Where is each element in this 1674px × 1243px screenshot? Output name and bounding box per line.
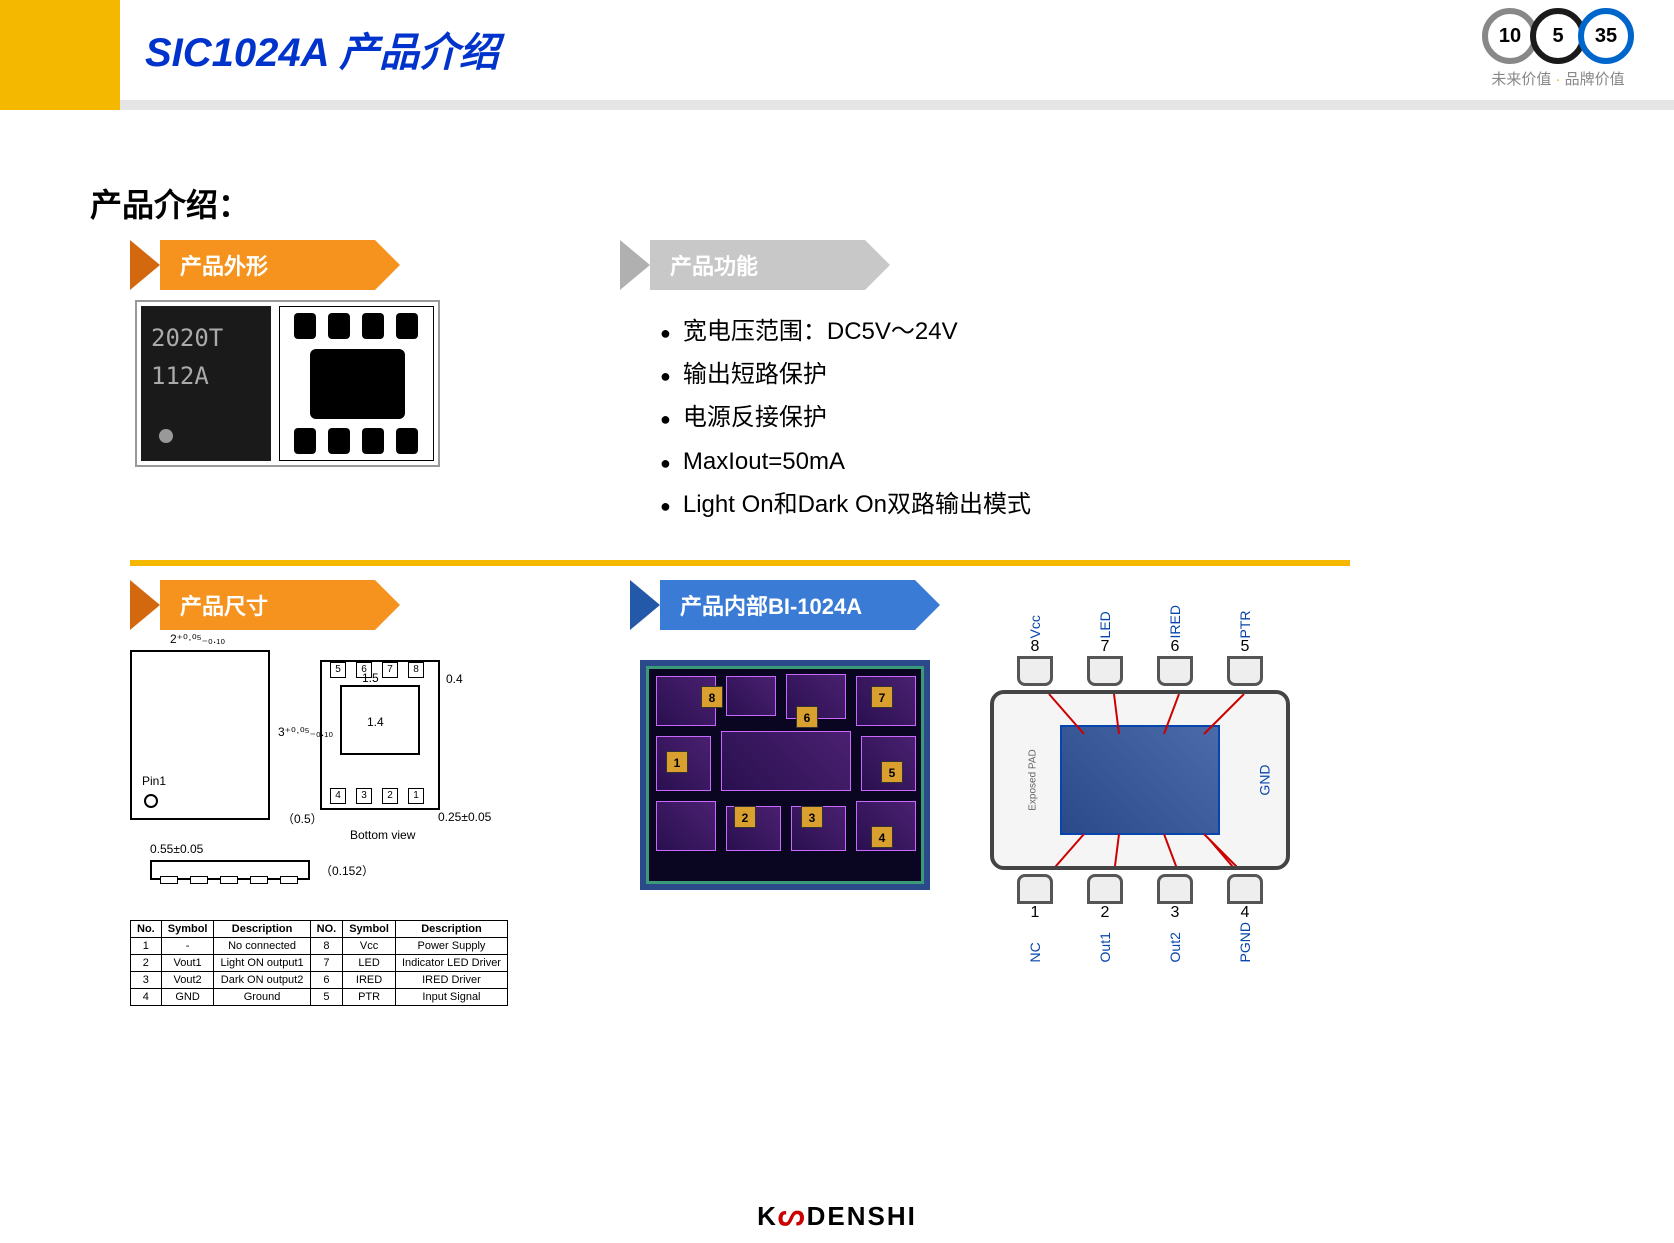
table-row: 2Vout1Light ON output17LEDIndicator LED …	[131, 955, 508, 972]
exposed-pad-rect: 1.5 1.4	[340, 685, 420, 755]
pinout-top-pads	[970, 656, 1310, 686]
die-num: 8	[701, 686, 723, 708]
die-num: 1	[666, 751, 688, 773]
feature-item: MaxIout=50mA	[660, 440, 1031, 483]
die-num: 6	[796, 706, 818, 728]
top-outline: Pin1	[130, 650, 270, 820]
die-num: 2	[734, 806, 756, 828]
dimension-drawings: 2⁺⁰·⁰⁵₋₀.₁₀ Pin1 3⁺⁰·⁰⁵₋₀.₁₀ 1.5 1.4 5 6…	[130, 650, 610, 1006]
feature-item: 宽电压范围：DC5V～24V	[660, 310, 1031, 353]
table-row: 3Vout2Dark ON output26IREDIRED Driver	[131, 972, 508, 989]
logo-tagline: 未来价值 · 品牌价值	[1482, 68, 1634, 89]
die-num: 3	[801, 806, 823, 828]
bottom-outline: 1.5 1.4 5 6 7 8 4 3 2 1 0.4 （0.5） 0.25±0…	[310, 650, 460, 820]
pinout-top-nums: 8 7 6 5	[970, 638, 1310, 656]
brand-logo: 10 5 35 未来价值 · 品牌价值	[1482, 8, 1634, 89]
swirl-icon: ᔕ	[778, 1199, 807, 1232]
pin1-dot-icon	[159, 429, 173, 443]
feature-item: 电源反接保护	[660, 396, 1031, 439]
die-num: 5	[881, 761, 903, 783]
die-num: 7	[871, 686, 893, 708]
table-header-row: No. Symbol Description NO. Symbol Descri…	[131, 921, 508, 938]
chip-marking-2: 112A	[151, 362, 261, 390]
header-accent	[0, 0, 120, 100]
chip-bottom-view	[279, 306, 434, 461]
pin1-label: Pin1	[142, 774, 166, 788]
page-title: SIC1024A 产品介绍	[145, 20, 499, 78]
chip-marking-1: 2020T	[151, 324, 261, 352]
chip-top-view: 2020T 112A	[141, 306, 271, 461]
pin-description-table: No. Symbol Description NO. Symbol Descri…	[130, 920, 508, 1006]
die-num: 4	[871, 826, 893, 848]
header-divider	[0, 100, 1674, 110]
side-view: 0.55±0.05 （0.152）	[130, 850, 330, 890]
pin1-circle-icon	[144, 794, 158, 808]
feature-item: Light On和Dark On双路输出模式	[660, 483, 1031, 526]
logo-rings: 10 5 35	[1482, 8, 1634, 64]
pinout-bottom-labels: NC Out1 Out2 PGND	[970, 922, 1310, 962]
section-heading: 产品介绍：	[90, 180, 250, 226]
table-row: 1-No connected8VccPower Supply	[131, 938, 508, 955]
table-row: 4GNDGround5PTRInput Signal	[131, 989, 508, 1006]
die-photo: 1 2 3 4 5 6 7 8	[640, 660, 930, 890]
pinout-body: Exposed PAD GND	[990, 690, 1290, 870]
footer-logo: KᔕDENSHI	[757, 1198, 917, 1233]
label-product-internal: 产品内部BI-1024A	[630, 580, 940, 630]
dim-width: 2⁺⁰·⁰⁵₋₀.₁₀	[170, 632, 225, 646]
section-divider	[130, 560, 1350, 566]
label-product-function: 产品功能	[620, 240, 890, 290]
header: SIC1024A 产品介绍 10 5 35 未来价值 · 品牌价值	[0, 0, 1674, 110]
feature-list: 宽电压范围：DC5V～24V 输出短路保护 电源反接保护 MaxIout=50m…	[660, 310, 1031, 526]
feature-item: 输出短路保护	[660, 353, 1031, 396]
chip-photo-group: 2020T 112A	[135, 300, 440, 467]
label-product-shape: 产品外形	[130, 240, 400, 290]
pinout-top-labels: Vcc LED IRED PTR	[970, 605, 1310, 638]
label-product-size: 产品尺寸	[130, 580, 400, 630]
pinout-diagram: Vcc LED IRED PTR 8 7 6 5 Exposed PAD GND	[970, 605, 1310, 963]
ring-3: 35	[1578, 8, 1634, 64]
pinout-bottom-nums: 1 2 3 4	[970, 904, 1310, 922]
pinout-die	[1060, 725, 1220, 835]
pinout-bottom-pads	[970, 874, 1310, 904]
